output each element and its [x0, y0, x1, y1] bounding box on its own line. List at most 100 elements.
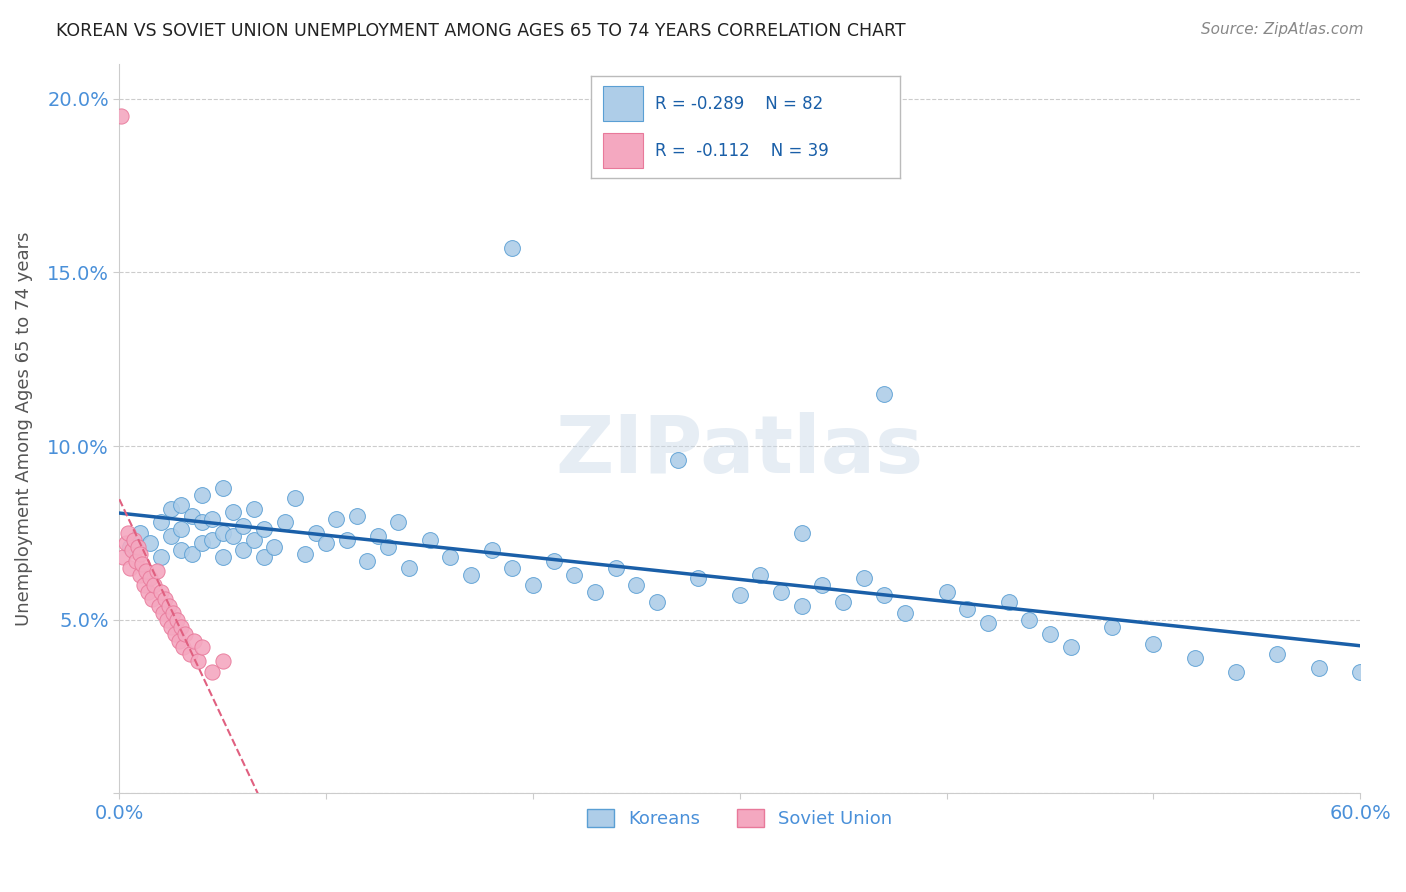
- Point: [179, 648, 201, 662]
- Point: [148, 599, 170, 613]
- Point: [1039, 626, 1062, 640]
- Point: [131, 557, 153, 571]
- Point: [211, 550, 233, 565]
- Y-axis label: Unemployment Among Ages 65 to 74 years: Unemployment Among Ages 65 to 74 years: [15, 231, 32, 626]
- Point: [191, 640, 214, 655]
- Point: [122, 533, 145, 547]
- Point: [169, 633, 191, 648]
- Point: [125, 554, 148, 568]
- Point: [1225, 665, 1247, 679]
- Point: [832, 595, 855, 609]
- Point: [263, 540, 285, 554]
- Point: [749, 567, 772, 582]
- Point: [152, 606, 174, 620]
- Point: [242, 533, 264, 547]
- Point: [174, 626, 197, 640]
- Point: [770, 585, 793, 599]
- Point: [211, 481, 233, 495]
- Point: [583, 585, 606, 599]
- Point: [956, 602, 979, 616]
- Point: [170, 620, 193, 634]
- Point: [232, 543, 254, 558]
- Point: [666, 453, 689, 467]
- Point: [135, 564, 157, 578]
- Point: [894, 606, 917, 620]
- Point: [377, 540, 399, 554]
- Point: [1142, 637, 1164, 651]
- Point: [501, 241, 523, 255]
- Point: [183, 633, 205, 648]
- Point: [284, 491, 307, 505]
- Point: [117, 525, 139, 540]
- Point: [688, 571, 710, 585]
- Point: [170, 523, 193, 537]
- Point: [977, 616, 1000, 631]
- Point: [139, 536, 162, 550]
- Point: [315, 536, 337, 550]
- Point: [162, 606, 184, 620]
- Point: [141, 591, 163, 606]
- Point: [439, 550, 461, 565]
- Point: [153, 591, 176, 606]
- Point: [180, 547, 202, 561]
- Point: [156, 613, 179, 627]
- Point: [367, 529, 389, 543]
- Point: [165, 626, 187, 640]
- Point: [728, 588, 751, 602]
- Point: [180, 508, 202, 523]
- Point: [145, 564, 167, 578]
- Point: [935, 585, 957, 599]
- Point: [626, 578, 648, 592]
- Point: [1184, 651, 1206, 665]
- Point: [501, 560, 523, 574]
- Point: [170, 498, 193, 512]
- Point: [873, 588, 896, 602]
- Text: Source: ZipAtlas.com: Source: ZipAtlas.com: [1201, 22, 1364, 37]
- Point: [460, 567, 482, 582]
- Point: [121, 543, 143, 558]
- Point: [522, 578, 544, 592]
- Point: [112, 550, 135, 565]
- Text: R =  -0.112    N = 39: R = -0.112 N = 39: [655, 142, 830, 160]
- Point: [149, 516, 172, 530]
- Point: [160, 620, 183, 634]
- Point: [232, 519, 254, 533]
- Point: [1018, 613, 1040, 627]
- Point: [129, 547, 152, 561]
- Point: [1348, 665, 1371, 679]
- Point: [481, 543, 503, 558]
- Point: [191, 516, 214, 530]
- Point: [294, 547, 316, 561]
- Point: [356, 554, 378, 568]
- Point: [211, 525, 233, 540]
- Point: [605, 560, 627, 574]
- Point: [134, 578, 156, 592]
- Point: [110, 109, 132, 123]
- Point: [336, 533, 359, 547]
- Point: [170, 543, 193, 558]
- Point: [118, 560, 141, 574]
- Point: [149, 550, 172, 565]
- Point: [346, 508, 368, 523]
- Point: [562, 567, 585, 582]
- Point: [645, 595, 668, 609]
- Point: [811, 578, 834, 592]
- Point: [149, 585, 172, 599]
- Point: [790, 525, 813, 540]
- Point: [114, 536, 136, 550]
- Point: [127, 540, 149, 554]
- Point: [139, 571, 162, 585]
- Point: [398, 560, 420, 574]
- Point: [191, 488, 214, 502]
- Legend: Koreans, Soviet Union: Koreans, Soviet Union: [579, 802, 900, 836]
- Point: [187, 654, 209, 668]
- Point: [129, 525, 152, 540]
- Point: [201, 533, 224, 547]
- Point: [387, 516, 409, 530]
- Point: [852, 571, 875, 585]
- Point: [201, 665, 224, 679]
- Point: [253, 523, 276, 537]
- Point: [201, 512, 224, 526]
- Bar: [603, 133, 643, 168]
- Point: [242, 501, 264, 516]
